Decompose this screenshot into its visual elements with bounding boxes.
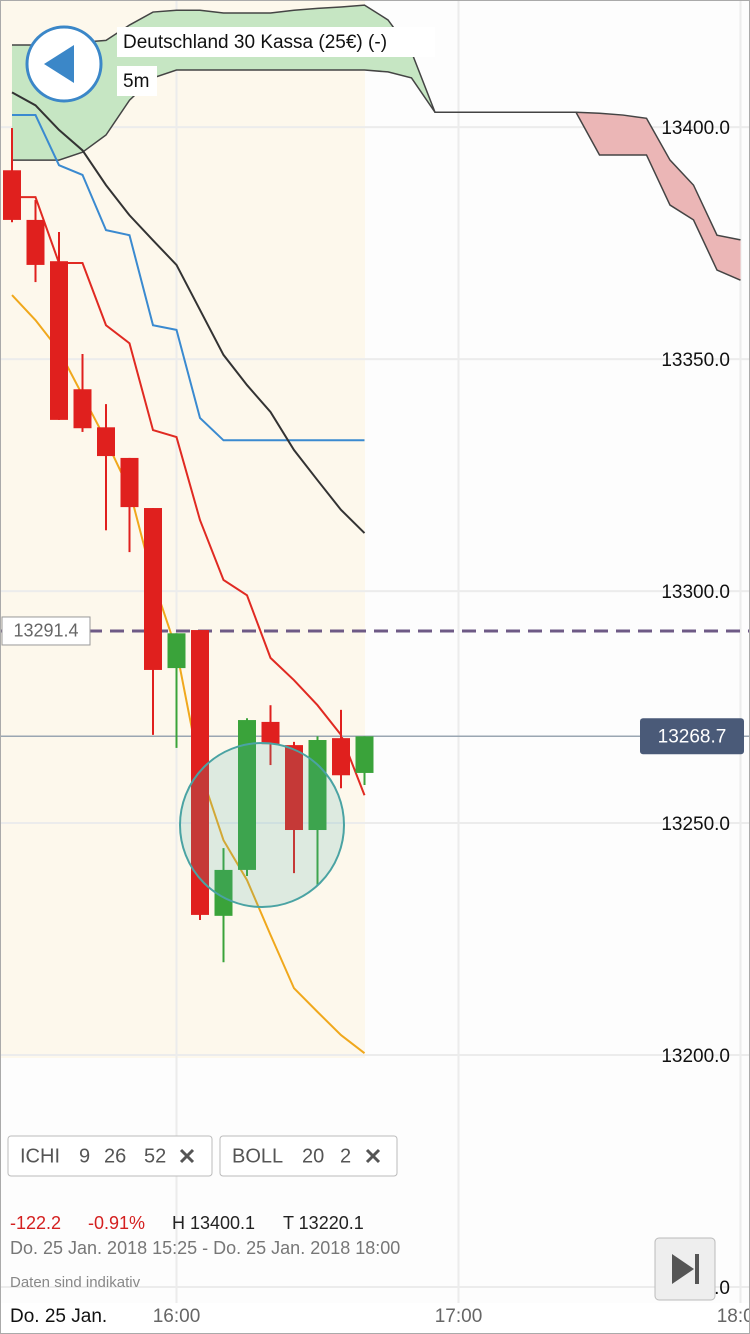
indicator-line: [12, 196, 366, 796]
candle-body: [3, 170, 21, 220]
indicator-line: [11, 91, 366, 534]
cloud-edge: [12, 69, 741, 241]
indicator-chip[interactable]: [219, 1135, 398, 1177]
y-tick-label: 13400.0: [661, 118, 730, 139]
note: Daten sind indikativ: [10, 1274, 141, 1291]
chip-name: BOLL: [232, 1145, 283, 1167]
last-price-box: [640, 718, 744, 755]
candle-body: [120, 457, 139, 508]
candle-body: [97, 427, 115, 457]
y-tick-label: 13300.0: [661, 582, 730, 603]
candle-body: [144, 508, 162, 670]
interval-box: [117, 66, 157, 96]
plot: [0, 0, 750, 1303]
chip-close[interactable]: [365, 1148, 381, 1164]
candle-body: [261, 721, 280, 745]
back-icon: [44, 45, 74, 83]
interval: 5m: [123, 71, 149, 92]
x-tick-label: 16:00: [153, 1306, 201, 1327]
y-tick-label: 13200.0: [661, 1046, 730, 1067]
candle-body: [238, 720, 256, 870]
chip-param: 2: [340, 1145, 351, 1167]
y-tick-label: 13250.0: [661, 814, 730, 835]
last-price-label: 13268.7: [658, 726, 727, 747]
x-axis-strip: [0, 1303, 750, 1334]
candle-body: [285, 745, 303, 831]
candle-body: [26, 219, 45, 265]
cloud-segment: [599, 113, 623, 155]
indicator-line: [12, 114, 365, 442]
chip-param: 20: [302, 1145, 324, 1167]
date-label: Do. 25 Jan.: [10, 1306, 107, 1327]
session-shade: [0, 0, 365, 1058]
candle-body: [73, 389, 92, 429]
jump-end-icon: [672, 1254, 694, 1284]
candle-body: [214, 869, 233, 916]
price-label-box: [1, 616, 91, 646]
cloud-edge: [12, 4, 741, 281]
candle-body: [332, 738, 350, 776]
title-box: [117, 27, 435, 57]
price-label: 13291.4: [13, 621, 78, 641]
change: -122.2: [10, 1213, 61, 1233]
x-tick-label: 17:00: [435, 1306, 483, 1327]
low: T 13220.1: [283, 1213, 364, 1233]
candle-body: [167, 633, 186, 669]
cloud-segment: [717, 235, 741, 281]
cloud-segment: [646, 118, 670, 206]
change-pct: -0.91%: [88, 1213, 145, 1233]
chip-param: 52: [144, 1145, 166, 1167]
range: Do. 25 Jan. 2018 15:25 - Do. 25 Jan. 201…: [10, 1238, 400, 1258]
candle-body: [355, 736, 374, 773]
x-tick-label: 18:00: [717, 1306, 750, 1327]
candle-body: [50, 261, 68, 420]
candle-body: [308, 740, 327, 831]
highlight-circle: [179, 742, 345, 908]
indicator-line: [11, 294, 366, 1054]
jump-end-icon: [695, 1254, 699, 1284]
chip-param: 26: [104, 1145, 126, 1167]
cloud-segment: [670, 160, 694, 220]
chip-name: ICHI: [20, 1145, 60, 1167]
ui: Deutschland 30 Kassa (25€) (-) 5m ICHI 9…: [0, 25, 750, 1334]
high: H 13400.1: [172, 1213, 255, 1233]
chip-close[interactable]: [179, 1148, 195, 1164]
chip-param: 9: [79, 1145, 90, 1167]
cloud-segment: [693, 185, 717, 271]
y-tick-label: 13350.0: [661, 350, 730, 371]
indicator-chip[interactable]: [7, 1135, 213, 1177]
cloud-segment: [623, 115, 647, 155]
title: Deutschland 30 Kassa (25€) (-): [123, 32, 387, 53]
